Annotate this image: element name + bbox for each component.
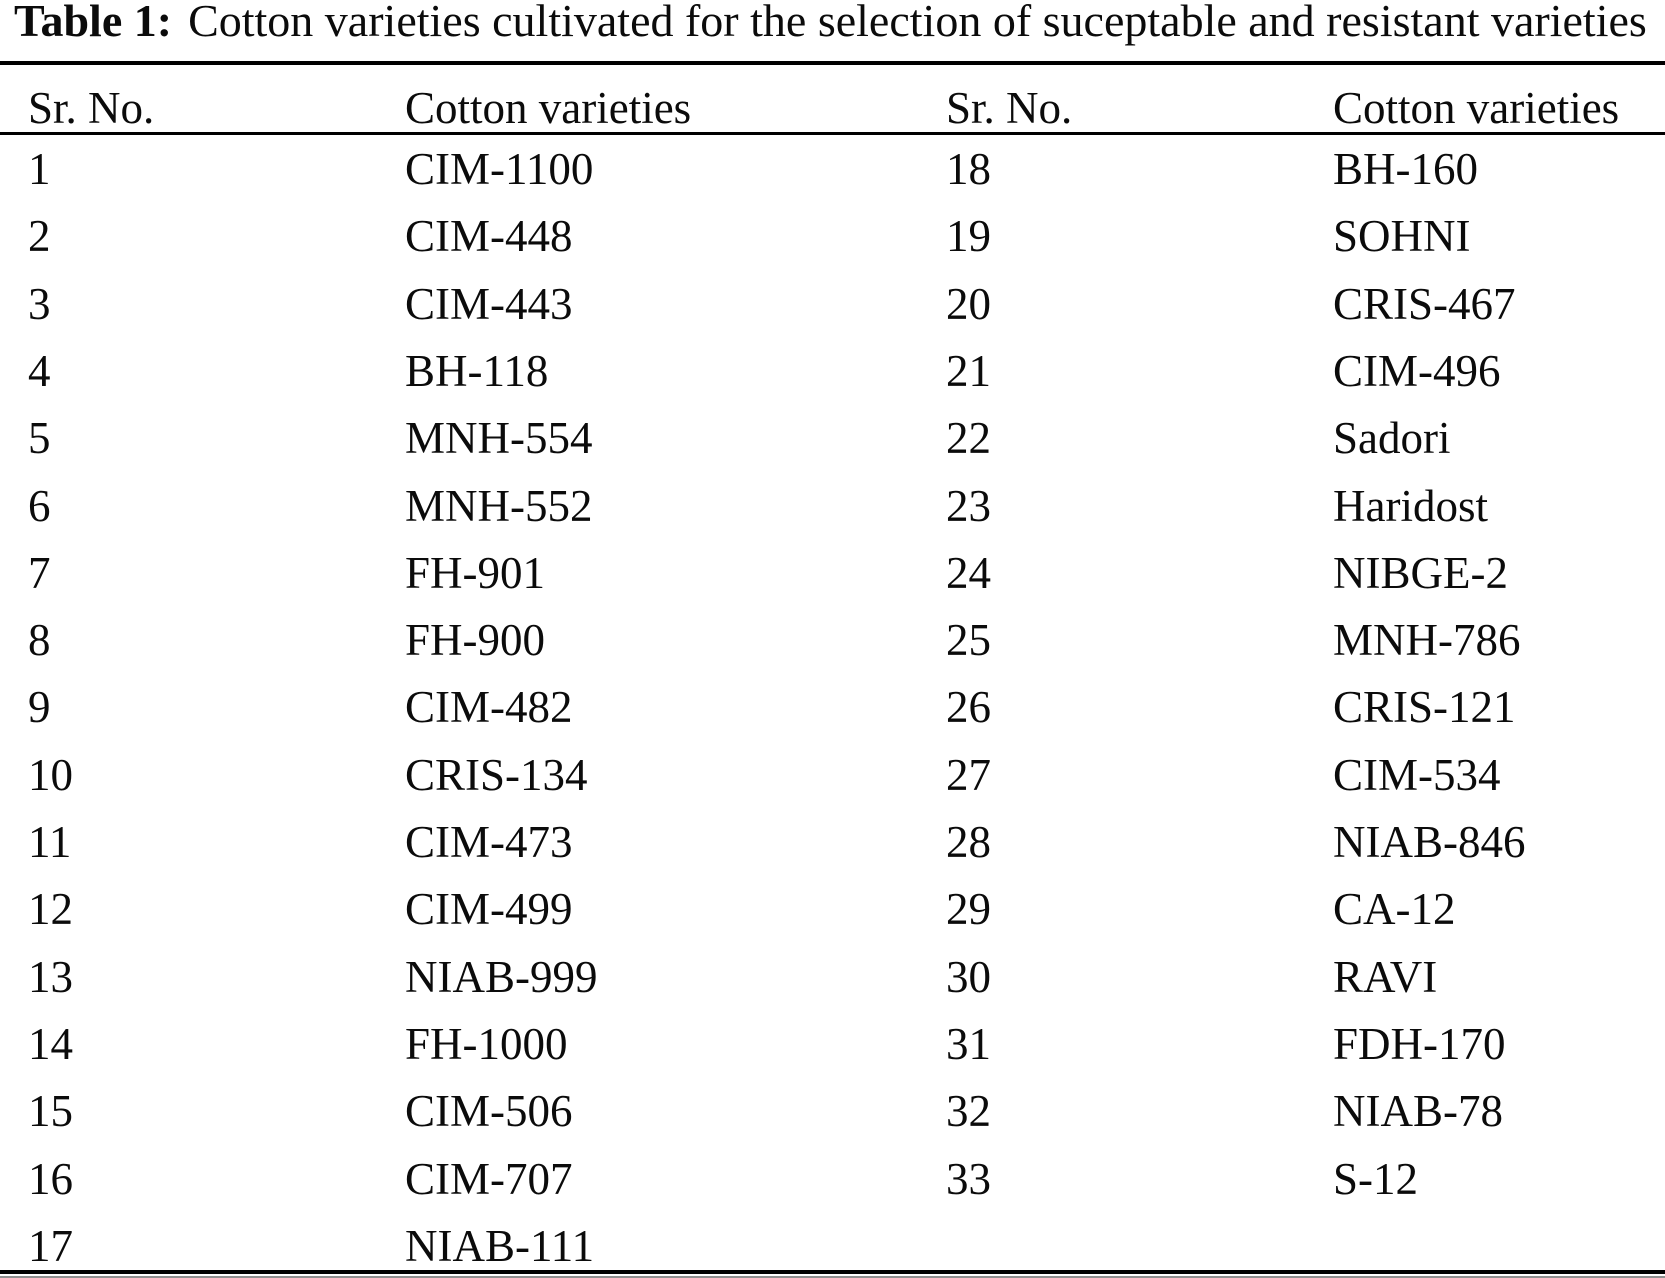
variety-cell: NIAB-111 — [405, 1220, 595, 1271]
variety-cell: CIM-1100 — [405, 144, 594, 194]
sr-no-cell: 3 — [28, 278, 51, 329]
sr-no-cell: 27 — [946, 749, 991, 800]
header-bottom-rule — [0, 132, 1665, 135]
variety-cell: S-12 — [1333, 1153, 1419, 1204]
sr-no-cell: 20 — [946, 278, 991, 329]
variety-cell: NIAB-846 — [1333, 817, 1526, 867]
table-row: 13 NIAB-999 30 RAVI — [0, 944, 1665, 1011]
sr-no-cell: 1 — [28, 144, 51, 194]
variety-cell: NIAB-78 — [1333, 1086, 1503, 1137]
table-row: 17 NIAB-111 — [0, 1213, 1665, 1278]
sr-no-cell: 11 — [28, 817, 72, 867]
variety-cell: BH-118 — [405, 345, 549, 396]
variety-cell: CIM-506 — [405, 1086, 573, 1137]
sr-no-cell: 33 — [946, 1153, 991, 1204]
table-caption-text: Cotton varieties cultivated for the sele… — [188, 0, 1647, 46]
variety-cell: CIM-482 — [405, 682, 573, 733]
sr-no-cell: 13 — [28, 951, 73, 1002]
table-row: 7 FH-901 24 NIBGE-2 — [0, 540, 1665, 607]
variety-cell: CIM-534 — [1333, 749, 1501, 800]
sr-no-cell: 25 — [946, 615, 991, 666]
table-row: 4 BH-118 21 CIM-496 — [0, 338, 1665, 405]
variety-cell: NIBGE-2 — [1333, 547, 1508, 598]
variety-cell: CIM-499 — [405, 884, 573, 935]
table-row: 15 CIM-506 32 NIAB-78 — [0, 1078, 1665, 1145]
column-header-sr-no-left: Sr. No. — [28, 83, 155, 133]
table-row: 9 CIM-482 26 CRIS-121 — [0, 674, 1665, 741]
sr-no-cell: 12 — [28, 884, 73, 935]
sr-no-cell: 15 — [28, 1086, 73, 1137]
variety-cell: FDH-170 — [1333, 1018, 1506, 1069]
variety-cell: CIM-496 — [1333, 345, 1501, 396]
table-top-rule — [0, 61, 1665, 65]
variety-cell: CRIS-467 — [1333, 278, 1516, 329]
sr-no-cell: 26 — [946, 682, 991, 733]
table-caption-label: Table 1: — [14, 0, 173, 46]
sr-no-cell: 24 — [946, 547, 991, 598]
table-row: 14 FH-1000 31 FDH-170 — [0, 1011, 1665, 1078]
variety-cell: Haridost — [1333, 480, 1488, 531]
sr-no-cell: 9 — [28, 682, 51, 733]
sr-no-cell: 17 — [28, 1220, 73, 1271]
sr-no-cell: 4 — [28, 345, 51, 396]
sr-no-cell: 21 — [946, 345, 991, 396]
table-row: 8 FH-900 25 MNH-786 — [0, 607, 1665, 674]
column-header-varieties-right: Cotton varieties — [1333, 83, 1620, 133]
variety-cell: BH-160 — [1333, 144, 1478, 194]
column-header-sr-no-right: Sr. No. — [946, 83, 1073, 133]
variety-cell: CIM-473 — [405, 817, 573, 867]
sr-no-cell: 30 — [946, 951, 991, 1002]
variety-cell: CA-12 — [1333, 884, 1456, 935]
sr-no-cell: 29 — [946, 884, 991, 935]
variety-cell: MNH-554 — [405, 413, 593, 464]
sr-no-cell: 32 — [946, 1086, 991, 1137]
sr-no-cell: 28 — [946, 817, 991, 867]
table-row: 10 CRIS-134 27 CIM-534 — [0, 742, 1665, 809]
sr-no-cell: 14 — [28, 1018, 73, 1069]
variety-cell: SOHNI — [1333, 211, 1471, 262]
sr-no-cell: 19 — [946, 211, 991, 262]
table-row: 16 CIM-707 33 S-12 — [0, 1146, 1665, 1213]
table-row: 2 CIM-448 19 SOHNI — [0, 203, 1665, 270]
variety-cell: FH-901 — [405, 547, 546, 598]
table-bottom-rule — [0, 1270, 1665, 1274]
variety-cell: CIM-707 — [405, 1153, 573, 1204]
table-row: 12 CIM-499 29 CA-12 — [0, 876, 1665, 943]
table-row: 5 MNH-554 22 Sadori — [0, 405, 1665, 472]
sr-no-cell: 18 — [946, 144, 991, 194]
table-bottom-rule-secondary — [0, 1276, 1665, 1278]
sr-no-cell: 8 — [28, 615, 51, 666]
table-header-row: Sr. No. Cotton varieties Sr. No. Cotton … — [0, 83, 1665, 133]
sr-no-cell: 23 — [946, 480, 991, 531]
variety-cell: FH-900 — [405, 615, 546, 666]
variety-cell: CIM-448 — [405, 211, 573, 262]
variety-cell: FH-1000 — [405, 1018, 568, 1069]
table-row: 11 CIM-473 28 NIAB-846 — [0, 809, 1665, 876]
variety-cell: CRIS-121 — [1333, 682, 1516, 733]
variety-cell: CRIS-134 — [405, 749, 588, 800]
table-row: 6 MNH-552 23 Haridost — [0, 473, 1665, 540]
sr-no-cell: 22 — [946, 413, 991, 464]
table-caption: Table 1: Cotton varieties cultivated for … — [14, 0, 1659, 46]
variety-cell: Sadori — [1333, 413, 1451, 464]
variety-cell: RAVI — [1333, 951, 1438, 1002]
table-row: 1 CIM-1100 18 BH-160 — [0, 136, 1665, 203]
table-row: 3 CIM-443 20 CRIS-467 — [0, 271, 1665, 338]
variety-cell: CIM-443 — [405, 278, 573, 329]
sr-no-cell: 16 — [28, 1153, 73, 1204]
sr-no-cell: 6 — [28, 480, 51, 531]
sr-no-cell: 10 — [28, 749, 73, 800]
sr-no-cell: 2 — [28, 211, 51, 262]
sr-no-cell: 5 — [28, 413, 51, 464]
sr-no-cell: 31 — [946, 1018, 991, 1069]
sr-no-cell: 7 — [28, 547, 51, 598]
variety-cell: NIAB-999 — [405, 951, 598, 1002]
variety-cell: MNH-552 — [405, 480, 593, 531]
variety-cell: MNH-786 — [1333, 615, 1521, 666]
column-header-varieties-left: Cotton varieties — [405, 83, 692, 133]
